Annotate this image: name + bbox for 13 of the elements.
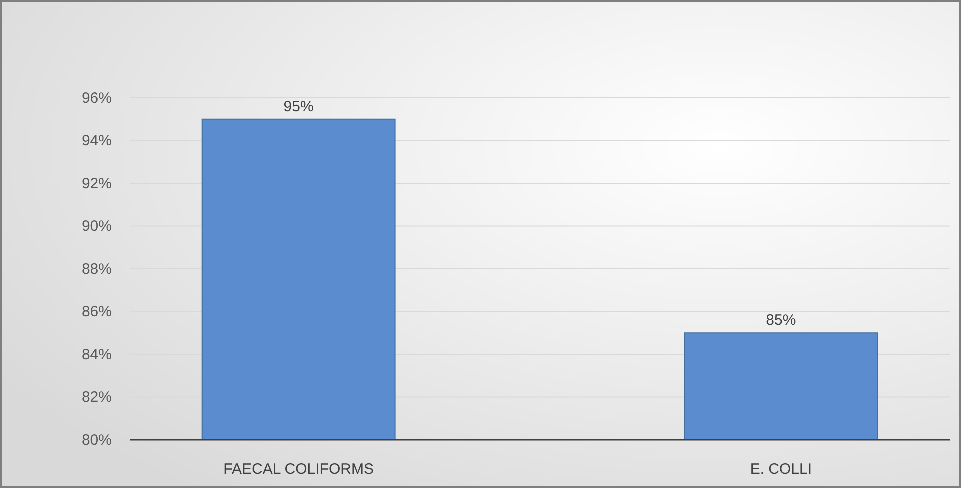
y-tick-label: 84% [82, 346, 112, 364]
y-tick-label: 90% [82, 218, 112, 236]
data-label: 95% [284, 98, 314, 116]
y-tick-label: 96% [82, 90, 112, 107]
x-tick-label: E. COLLI [750, 461, 812, 478]
y-tick-label: 86% [82, 304, 112, 321]
y-tick-label: 88% [82, 260, 112, 278]
y-tick-label: 94% [82, 132, 112, 150]
y-tick-label: 82% [82, 389, 112, 406]
y-tick-label: 80% [82, 432, 112, 449]
x-tick-label: FAECAL COLIFORMS [224, 461, 374, 478]
y-tick-label: 92% [82, 175, 112, 192]
data-label: 85% [766, 312, 796, 330]
